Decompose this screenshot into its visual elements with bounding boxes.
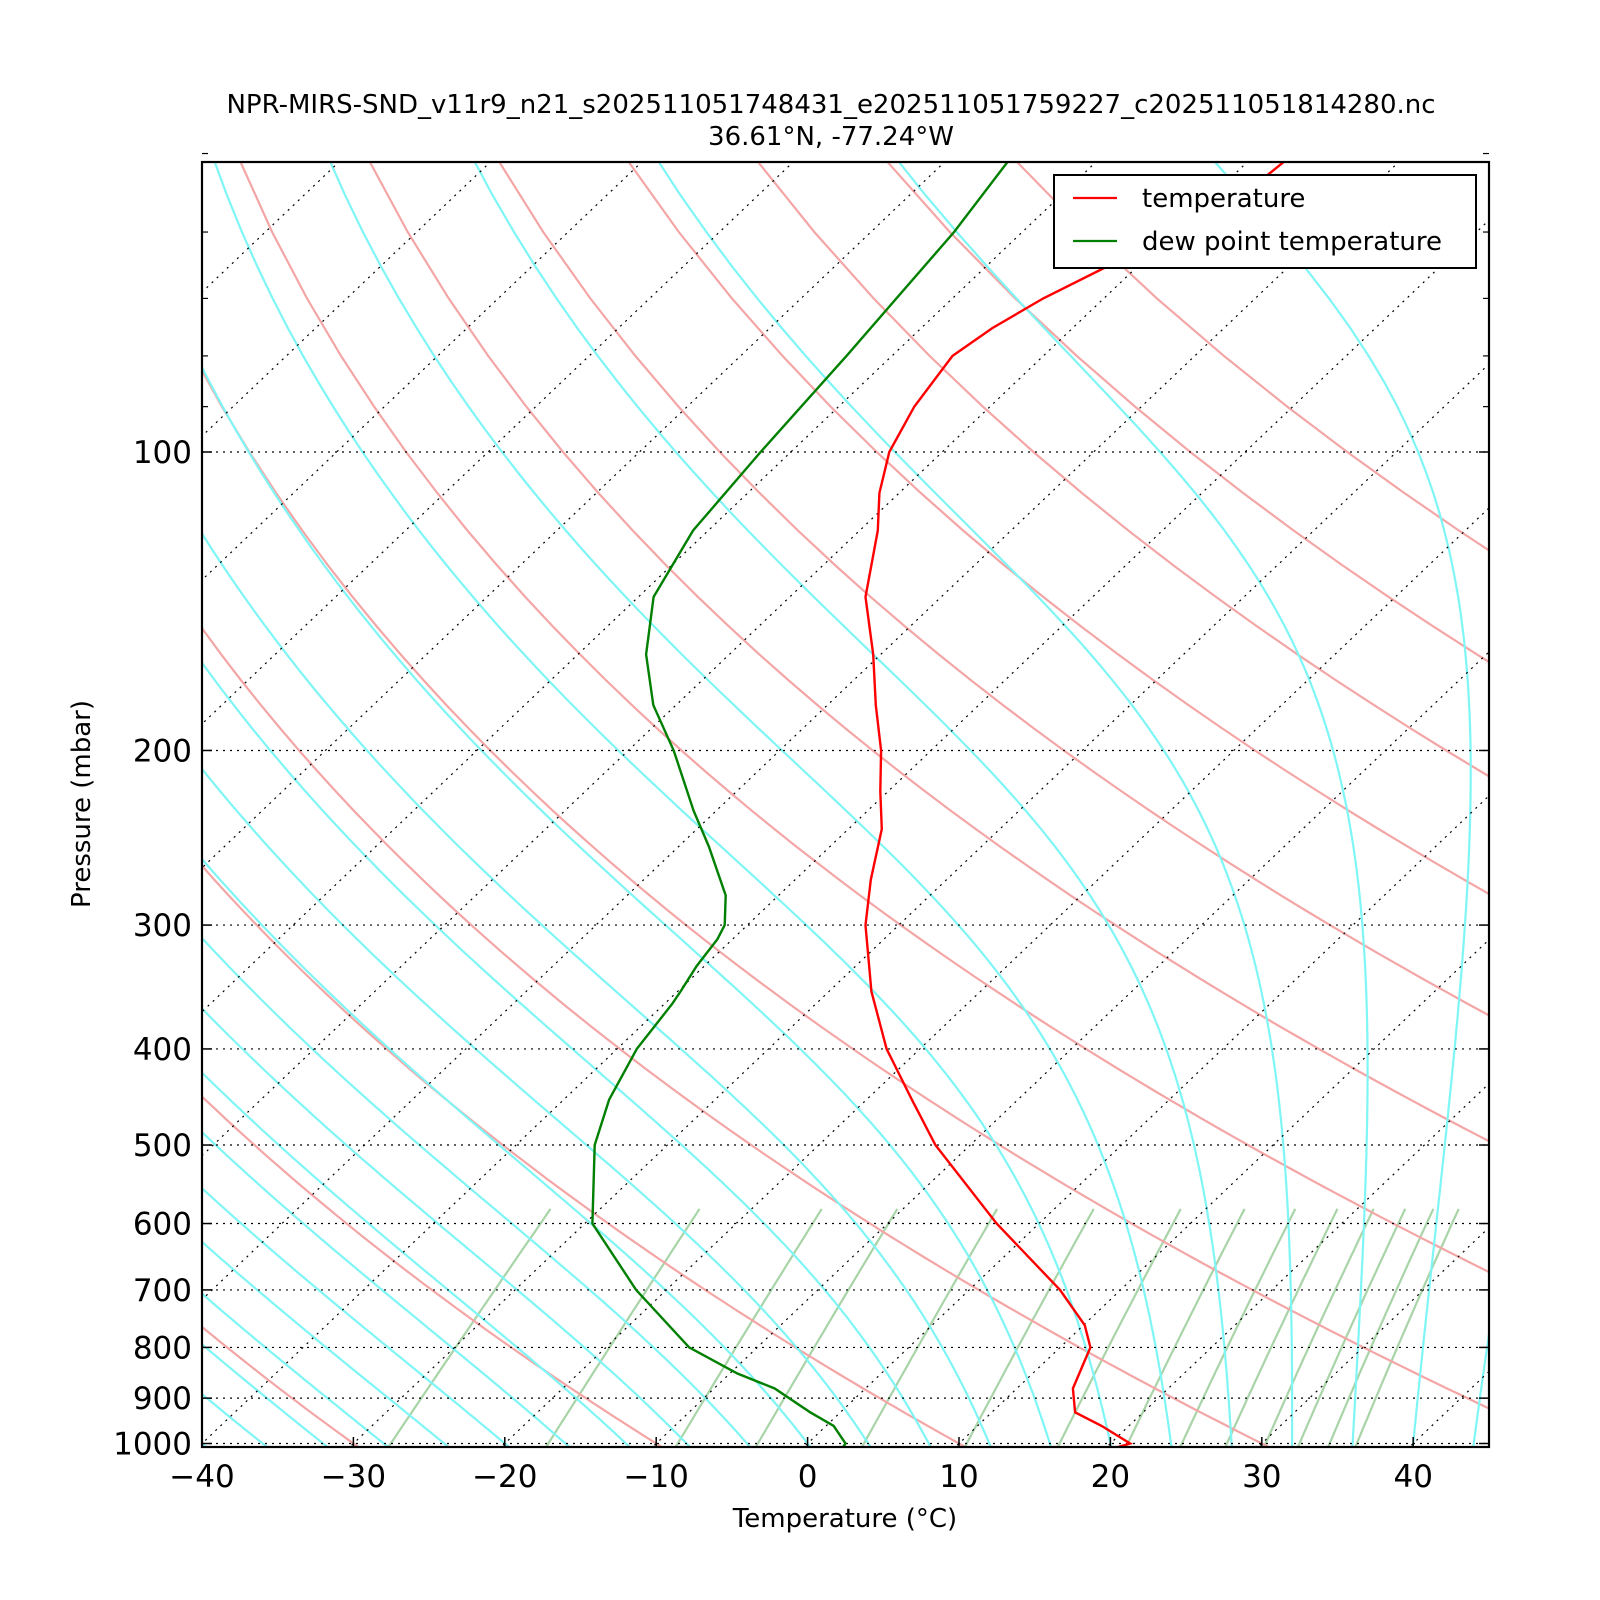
x-tick-label: 30 <box>1242 1459 1281 1495</box>
dry-adiabat-line <box>498 162 1489 1017</box>
y-tick-label: 900 <box>133 1381 192 1417</box>
mixing-ratio-line <box>1354 1208 1460 1447</box>
dry-adiabat-line <box>202 864 968 1447</box>
y-tick-label: 100 <box>133 435 192 471</box>
mixing-ratio-line <box>1179 1208 1297 1447</box>
y-tick-label: 400 <box>133 1032 192 1068</box>
dry-adiabat-line <box>202 1095 664 1447</box>
moist-adiabat-line <box>202 936 752 1447</box>
moist-adiabat-line <box>657 162 1294 1447</box>
mixing-ratio-line <box>1224 1208 1339 1447</box>
dry-adiabat-line <box>627 162 1489 896</box>
moist-adiabat-lines <box>202 162 1489 1447</box>
x-tick-label: −20 <box>472 1459 537 1495</box>
moist-adiabat-line <box>1213 162 1472 1447</box>
x-tick-label: −40 <box>169 1459 234 1495</box>
moist-adiabat-line <box>202 1292 390 1447</box>
moist-adiabat-line <box>202 1130 572 1447</box>
x-axis-ticks: −40 −30 −20 −10 0 10 20 30 40 <box>169 1437 1433 1495</box>
dry-adiabat-lines <box>202 162 1489 1447</box>
legend-dewpoint-label: dew point temperature <box>1142 227 1442 257</box>
y-tick-label: 500 <box>133 1128 192 1164</box>
x-tick-label: 40 <box>1393 1459 1432 1495</box>
dry-adiabat-line <box>202 626 1272 1447</box>
x-tick-label: −30 <box>321 1459 386 1495</box>
x-axis-label: Temperature (°C) <box>732 1504 957 1534</box>
moist-adiabat-line <box>202 364 1053 1447</box>
mixing-ratio-line <box>1262 1208 1375 1447</box>
moist-adiabat-line <box>202 1186 511 1447</box>
pressure-gridlines <box>202 451 1489 1445</box>
y-tick-label: 800 <box>133 1330 192 1366</box>
moist-adiabat-line <box>202 857 812 1447</box>
moist-adiabat-line <box>202 1071 632 1447</box>
dry-adiabat-line <box>202 1325 361 1447</box>
legend-temperature-label: temperature <box>1142 184 1305 214</box>
moist-adiabat-line <box>202 660 932 1447</box>
dewpoint-series-line <box>591 162 1010 1447</box>
x-tick-label: 0 <box>798 1459 818 1495</box>
moist-adiabat-line <box>202 767 872 1447</box>
chart-title: NPR-MIRS-SND_v11r9_n21_s202511051748431_… <box>226 90 1435 120</box>
plot-frame <box>200 160 1491 1449</box>
legend: temperature dew point temperature <box>1053 174 1477 269</box>
dry-adiabat-line <box>202 368 1489 1410</box>
legend-box <box>1053 174 1477 269</box>
mixing-ratio-line <box>1326 1208 1435 1447</box>
y-axis-label: Pressure (mbar) <box>67 700 97 908</box>
x-tick-label: −10 <box>623 1459 688 1495</box>
y-axis-ticks: 100 200 300 400 500 600 700 800 900 1000 <box>113 152 1489 1463</box>
moist-adiabat-line <box>202 1240 451 1447</box>
y-tick-label: 200 <box>133 733 192 769</box>
dry-adiabat-line <box>239 162 1489 1274</box>
x-tick-label: 10 <box>939 1459 978 1495</box>
mixing-ratio-line <box>1056 1208 1182 1447</box>
y-tick-label: 600 <box>133 1207 192 1243</box>
dry-adiabat-line <box>368 162 1489 1143</box>
temperature-series-line <box>864 162 1286 1447</box>
mixing-ratio-line <box>860 1208 999 1447</box>
y-tick-label: 300 <box>133 908 192 944</box>
moist-adiabat-line <box>202 1006 692 1447</box>
y-tick-label: 700 <box>133 1273 192 1309</box>
mixing-ratio-line <box>387 1208 552 1447</box>
mixing-ratio-line <box>1124 1208 1246 1447</box>
chart-subtitle: 36.61°N, -77.24°W <box>708 122 954 152</box>
moist-adiabat-line <box>213 162 1113 1447</box>
moist-adiabat-line <box>1472 1326 1489 1447</box>
moist-adiabat-line <box>329 162 1173 1447</box>
moist-adiabat-line <box>897 162 1369 1447</box>
moist-adiabat-line <box>202 531 992 1447</box>
y-tick-label: 1000 <box>113 1427 192 1463</box>
mixing-ratio-line <box>1296 1208 1407 1447</box>
x-tick-label: 20 <box>1091 1459 1130 1495</box>
mixing-ratio-line <box>963 1208 1095 1447</box>
plot-area <box>202 162 1489 1447</box>
moist-adiabat-line <box>473 162 1233 1447</box>
moist-adiabat-line <box>202 1342 330 1447</box>
profile-series <box>591 162 1286 1447</box>
